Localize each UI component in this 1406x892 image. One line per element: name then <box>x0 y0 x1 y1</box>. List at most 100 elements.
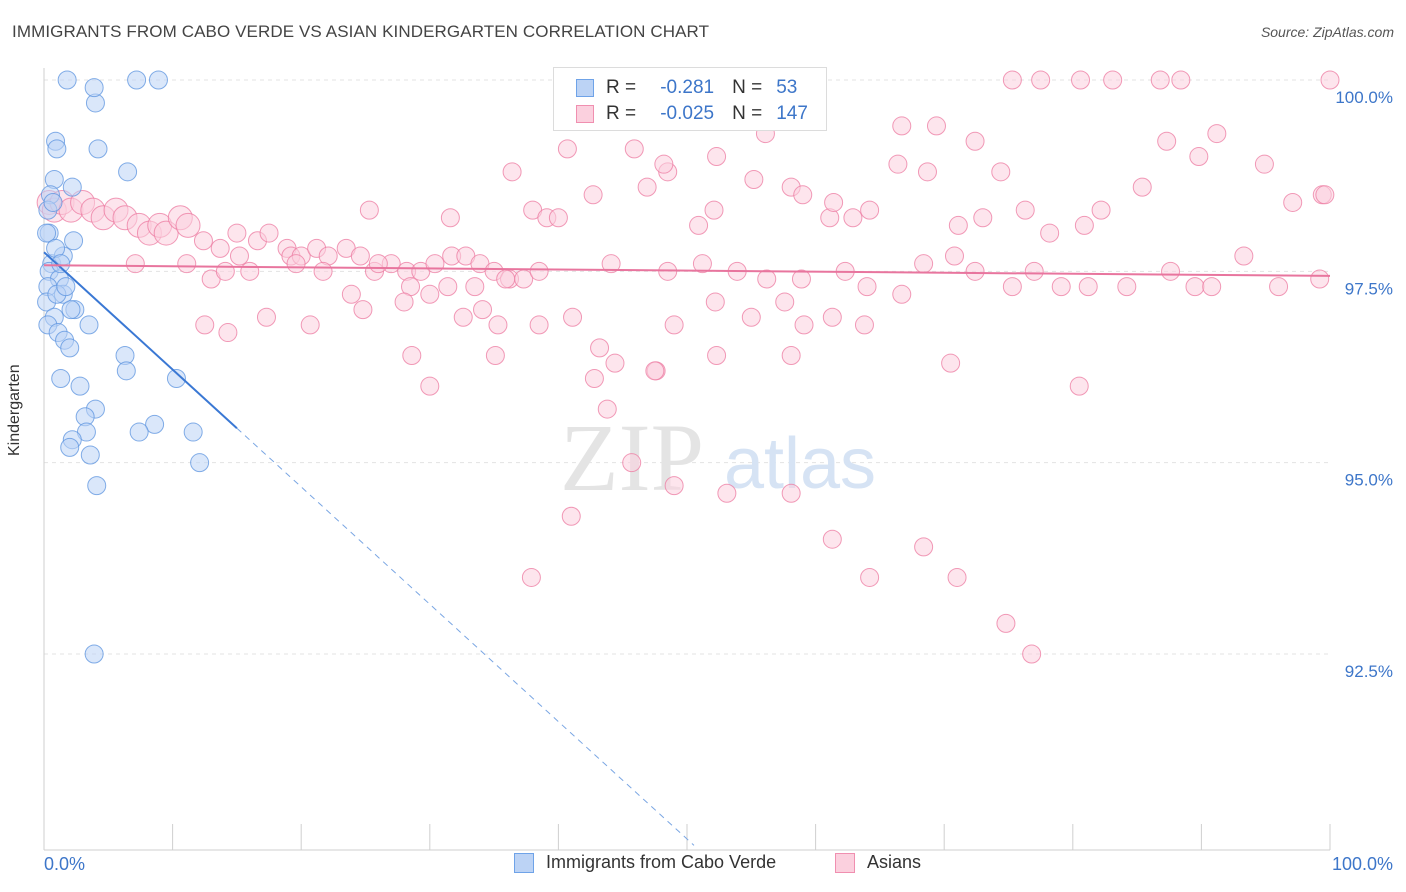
data-point <box>1315 185 1335 205</box>
data-point <box>453 307 473 327</box>
data-point <box>948 215 968 235</box>
series-asians <box>36 70 1340 664</box>
data-point <box>84 644 104 664</box>
data-point <box>1071 70 1091 90</box>
data-point <box>1091 200 1111 220</box>
data-point <box>183 422 203 442</box>
data-point <box>548 208 568 228</box>
data-point <box>857 277 877 297</box>
data-point <box>705 292 725 312</box>
data-point <box>645 361 665 381</box>
data-point <box>438 277 458 297</box>
data-point <box>118 162 138 182</box>
data-point <box>741 307 761 327</box>
data-point <box>590 338 610 358</box>
trend-line-cabo-verde-extension <box>236 427 695 846</box>
legend-swatch-asians <box>835 852 855 873</box>
data-point <box>1022 644 1042 664</box>
data-point <box>793 185 813 205</box>
y-tick-label: 95.0% <box>1345 471 1393 490</box>
data-point <box>1157 131 1177 151</box>
data-point <box>794 315 814 335</box>
data-point <box>56 277 76 297</box>
data-point <box>1132 177 1152 197</box>
data-point <box>473 300 493 320</box>
data-point <box>941 353 961 373</box>
legend-swatch-cabo-verde <box>514 852 534 873</box>
grid-lines <box>44 79 1330 655</box>
x-tick-label: 0.0% <box>44 854 85 874</box>
data-point <box>996 613 1016 633</box>
data-point <box>1269 277 1289 297</box>
data-point <box>175 212 201 238</box>
data-point <box>521 567 541 587</box>
data-point <box>353 300 373 320</box>
data-point <box>781 483 801 503</box>
data-point <box>914 254 934 274</box>
data-point <box>485 346 505 366</box>
data-point <box>854 315 874 335</box>
data-point <box>145 414 165 434</box>
data-point <box>502 162 522 182</box>
data-point <box>664 315 684 335</box>
data-point <box>1078 277 1098 297</box>
legend-label-asians: Asians <box>867 852 922 872</box>
data-point <box>79 315 99 335</box>
data-point <box>425 254 445 274</box>
data-point <box>860 567 880 587</box>
data-point <box>125 254 145 274</box>
legend-item-asians[interactable]: Asians <box>835 852 921 873</box>
data-point <box>1040 223 1060 243</box>
data-point <box>215 261 235 281</box>
data-point <box>350 246 370 266</box>
data-point <box>892 116 912 136</box>
data-point <box>664 476 684 496</box>
data-point <box>88 139 108 159</box>
data-point <box>1320 70 1340 90</box>
data-point <box>402 346 422 366</box>
data-point <box>127 70 147 90</box>
data-point <box>529 315 549 335</box>
data-point <box>704 200 724 220</box>
data-point <box>61 300 81 320</box>
data-point <box>300 315 320 335</box>
data-point <box>313 261 333 281</box>
data-point <box>744 169 764 189</box>
data-point <box>87 476 107 496</box>
data-point <box>195 315 215 335</box>
data-point <box>1254 154 1274 174</box>
data-point <box>60 437 80 457</box>
data-point <box>597 399 617 419</box>
data-point <box>1103 70 1123 90</box>
x-tick-labels: 0.0% 100.0% <box>44 854 1393 874</box>
chart-title: IMMIGRANTS FROM CABO VERDE VS ASIAN KIND… <box>12 22 710 41</box>
data-point <box>1207 124 1227 144</box>
stats-n-label: N = <box>732 77 763 98</box>
data-point <box>166 368 186 388</box>
data-point <box>947 567 967 587</box>
data-point <box>47 139 67 159</box>
data-point <box>368 254 388 274</box>
data-point <box>62 177 82 197</box>
data-point <box>860 200 880 220</box>
data-point <box>1015 200 1035 220</box>
source-label: Source: ZipAtlas.com <box>1260 24 1394 40</box>
data-point <box>622 453 642 473</box>
data-point <box>394 292 414 312</box>
data-point <box>286 254 306 274</box>
stats-n-value: 147 <box>776 103 808 124</box>
data-point <box>717 483 737 503</box>
legend-item-cabo-verde[interactable]: Immigrants from Cabo Verde <box>514 852 776 873</box>
stats-n-label: N = <box>732 103 763 124</box>
data-point <box>1161 261 1181 281</box>
data-point <box>1069 376 1089 396</box>
data-point <box>227 223 247 243</box>
data-point <box>926 116 946 136</box>
data-point <box>229 246 249 266</box>
data-point <box>51 368 71 388</box>
trend-line-asians <box>43 264 1331 277</box>
data-point <box>37 223 57 243</box>
stats-box: R = -0.281 N = 53 R = -0.025 N = 147 <box>553 67 827 131</box>
data-point <box>1283 192 1303 212</box>
